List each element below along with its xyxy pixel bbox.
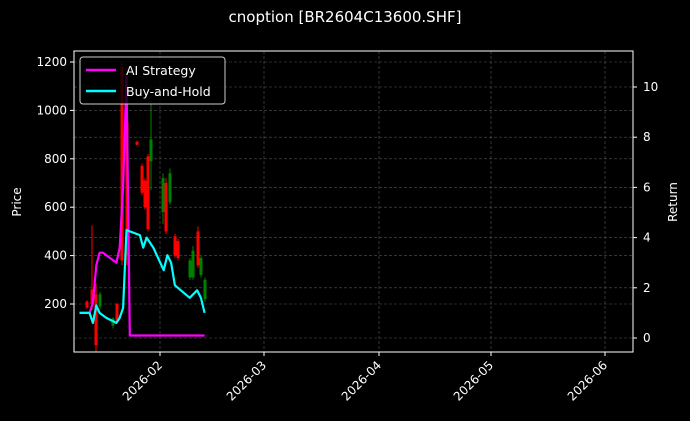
legend: AI Strategy Buy-and-Hold — [79, 56, 226, 105]
legend-box — [79, 56, 226, 105]
x-axis: 2026-02 2026-03 2026-04 2026-05 2026-06 — [120, 352, 610, 404]
candle-body — [85, 301, 89, 308]
candle-body — [146, 156, 150, 229]
x-tick-label: 2026-06 — [565, 358, 610, 403]
candle-body — [188, 260, 192, 278]
left-tick-label: 600 — [44, 200, 67, 214]
candle-body — [199, 258, 203, 275]
right-tick-label: 8 — [643, 130, 651, 144]
chart-title: cnoption [BR2604C13600.SHF] — [228, 8, 462, 26]
left-tick-label: 1200 — [36, 55, 67, 69]
candle-body — [203, 279, 207, 300]
candle-body — [143, 180, 147, 208]
right-tick-label: 10 — [643, 80, 658, 94]
left-y-axis: 200 400 600 800 1000 1200 — [36, 55, 74, 311]
candle-body — [135, 141, 139, 145]
right-tick-label: 2 — [643, 281, 651, 295]
ai-strategy-line — [79, 75, 205, 337]
right-tick-label: 4 — [643, 231, 651, 245]
x-tick-label: 2026-02 — [120, 358, 165, 403]
buy-and-hold-line — [79, 229, 206, 324]
candle-body — [196, 231, 200, 266]
left-tick-label: 400 — [44, 249, 67, 263]
candle-body — [98, 294, 102, 307]
right-y-axis: 0 2 4 6 8 10 — [633, 80, 658, 345]
right-tick-label: 0 — [643, 331, 651, 345]
candle-body — [90, 289, 94, 304]
left-tick-label: 1000 — [36, 103, 67, 117]
left-tick-label: 800 — [44, 152, 67, 166]
candle-body — [164, 183, 168, 232]
candle-body — [191, 250, 195, 278]
candle-body — [168, 173, 172, 203]
candle-body — [120, 66, 124, 261]
candle-body — [149, 139, 153, 162]
candle-body — [176, 241, 180, 259]
x-tick-label: 2026-03 — [224, 358, 269, 403]
candle-body — [161, 178, 165, 213]
x-tick-label: 2026-05 — [451, 358, 496, 403]
right-tick-label: 6 — [643, 180, 651, 194]
right-y-axis-label: Return — [666, 182, 680, 222]
legend-label-ai-strategy: AI Strategy — [126, 63, 196, 78]
left-tick-label: 200 — [44, 297, 67, 311]
candle-body — [115, 304, 119, 321]
candle-body — [94, 294, 98, 346]
candle-body — [140, 166, 144, 193]
legend-label-buy-and-hold: Buy-and-Hold — [126, 84, 211, 99]
x-tick-label: 2026-04 — [339, 358, 384, 403]
candlesticks — [85, 62, 207, 352]
candle-body — [173, 236, 177, 256]
strategy-lines — [79, 75, 206, 337]
left-y-axis-label: Price — [10, 187, 24, 216]
grid — [74, 51, 633, 352]
plot-frame — [73, 50, 634, 353]
